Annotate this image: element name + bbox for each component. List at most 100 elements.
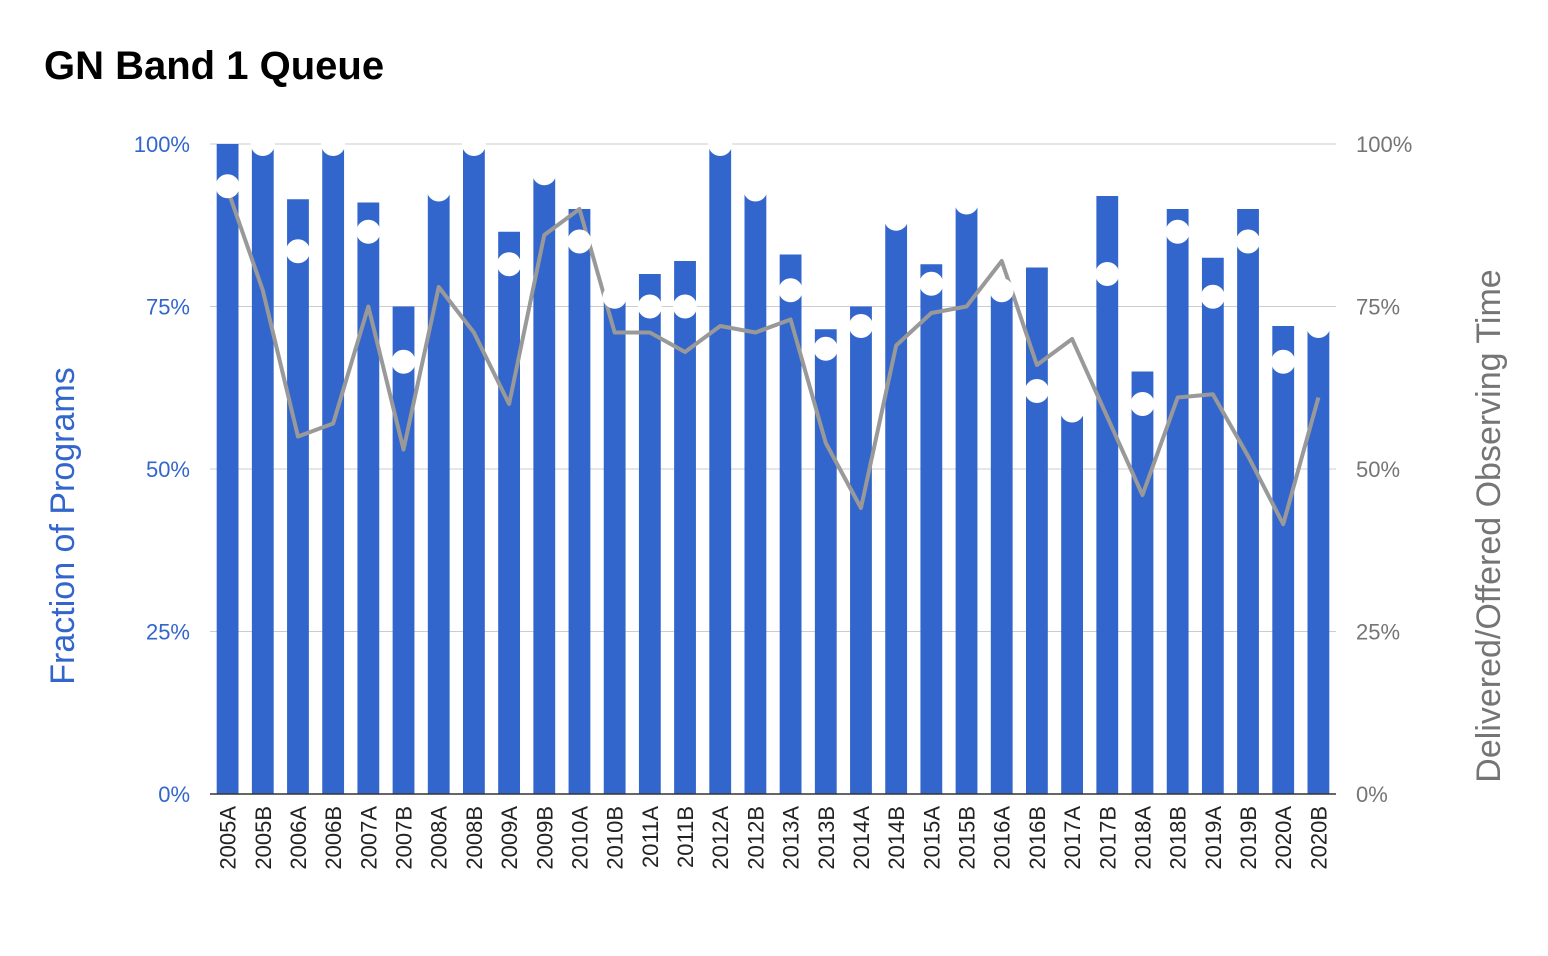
data-point <box>637 294 662 319</box>
bar <box>850 306 872 794</box>
bar <box>1096 196 1119 794</box>
data-point <box>602 284 627 309</box>
series-line <box>225 188 1321 527</box>
y2-tick-label: 50% <box>1356 457 1400 482</box>
data-point <box>813 336 838 361</box>
y-tick-label: 50% <box>146 457 190 482</box>
x-tick-label: 2017A <box>1060 806 1085 870</box>
x-tick-label: 2014A <box>849 806 874 870</box>
x-tick-label: 2016B <box>1025 806 1050 870</box>
bar <box>955 202 978 794</box>
x-tick-label: 2018B <box>1166 806 1191 870</box>
bar <box>603 296 626 794</box>
data-point <box>673 294 698 319</box>
line-layer <box>225 188 1321 527</box>
y2-tick-label: 75% <box>1356 295 1400 320</box>
x-tick-label: 2007B <box>392 806 417 870</box>
data-point <box>989 278 1014 303</box>
y-tick-label: 75% <box>146 295 190 320</box>
data-point <box>567 229 592 254</box>
data-point <box>461 132 486 156</box>
y2-tick-label: 25% <box>1356 620 1400 645</box>
x-tick-label: 2008B <box>462 806 487 870</box>
data-point <box>497 252 522 277</box>
data-point <box>250 132 275 156</box>
bar <box>462 144 485 794</box>
x-tick-label: 2011A <box>638 806 663 868</box>
x-tick-label: 2010B <box>603 806 628 870</box>
data-point <box>1306 314 1331 338</box>
data-point <box>743 177 768 202</box>
bar <box>638 274 661 794</box>
data-point <box>321 132 346 156</box>
bar <box>287 199 309 794</box>
data-point <box>708 132 733 156</box>
x-tick-label: 2013A <box>779 806 804 870</box>
bar <box>498 231 521 794</box>
y-tick-label: 0% <box>158 782 190 807</box>
x-tick-label: 2018A <box>1130 806 1155 870</box>
x-tick-label: 2014B <box>884 806 909 870</box>
x-tick-label: 2005B <box>251 806 276 870</box>
bar <box>322 144 345 794</box>
x-tick-label: 2009B <box>532 806 557 870</box>
bar <box>251 144 274 794</box>
x-tick-label: 2015A <box>919 806 944 870</box>
axis-layer: 0% 25% 50% 75% 100% 0% 25% 50% 75% 100% 2005A 2005B… <box>134 132 1413 870</box>
bar <box>216 144 239 794</box>
data-point <box>778 278 803 303</box>
data-point <box>1200 284 1225 309</box>
y-axis-title: Fraction of Programs <box>44 367 82 684</box>
data-point <box>356 219 381 244</box>
bar <box>744 189 767 794</box>
data-point <box>1271 349 1296 374</box>
bar <box>1272 326 1295 794</box>
x-tick-label: 2015B <box>955 806 980 870</box>
data-point <box>1024 379 1049 403</box>
x-tick-label: 2016A <box>990 806 1015 870</box>
bar <box>1166 209 1189 794</box>
y2-axis-title: Delivered/Offered Observing Time <box>1470 269 1508 782</box>
bar <box>709 144 732 794</box>
bar <box>779 254 802 794</box>
x-tick-label: 2012B <box>743 806 768 870</box>
bar <box>1237 209 1259 794</box>
bar <box>990 290 1013 794</box>
data-point <box>1130 392 1155 416</box>
bar <box>1131 371 1154 794</box>
data-point <box>215 174 240 199</box>
x-tick-label: 2010A <box>567 806 592 870</box>
x-tick-label: 2005A <box>216 806 241 870</box>
bar <box>427 189 450 794</box>
data-point <box>1060 398 1085 423</box>
x-tick-label: 2020B <box>1306 806 1331 870</box>
data-point <box>391 349 416 374</box>
x-tick-label: 2011B <box>673 806 698 868</box>
bar <box>885 218 908 794</box>
x-tick-label: 2006A <box>286 806 311 870</box>
y2-tick-label: 100% <box>1356 132 1412 157</box>
point-layer <box>215 132 1331 423</box>
x-tick-label: 2006B <box>321 806 346 870</box>
bar <box>568 209 591 794</box>
x-tick-label: 2009A <box>497 806 522 870</box>
data-point <box>285 239 310 264</box>
bar <box>1061 410 1084 794</box>
bar <box>1201 257 1224 794</box>
bar <box>920 264 943 794</box>
bar <box>533 170 556 794</box>
bar <box>814 329 837 794</box>
bar <box>1307 326 1330 794</box>
x-tick-label: 2013B <box>814 806 839 870</box>
x-tick-label: 2020A <box>1271 806 1296 870</box>
bar <box>674 261 696 794</box>
data-point <box>884 206 909 231</box>
data-point <box>919 271 944 296</box>
x-tick-label: 2008A <box>427 806 452 870</box>
x-tick-label: 2012A <box>708 806 733 870</box>
chart-title: GN Band 1 Queue <box>44 44 385 88</box>
x-tick-label: 2017B <box>1095 806 1120 870</box>
data-point <box>426 177 451 202</box>
